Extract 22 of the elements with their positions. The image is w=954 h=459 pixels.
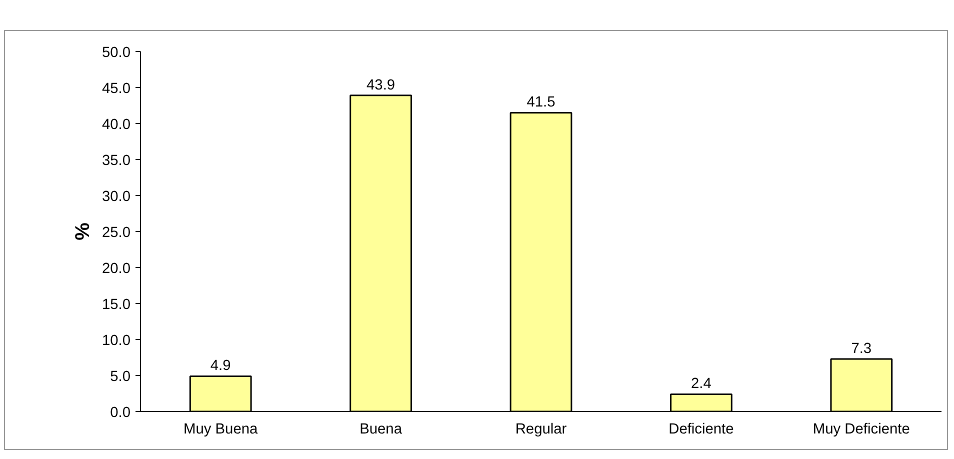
data-label: 7.3: [851, 340, 872, 357]
y-tick-label: 45.0: [102, 81, 131, 97]
x-tick-label: Buena: [360, 422, 403, 438]
data-label: 2.4: [691, 376, 712, 392]
y-tick-label: 0.0: [110, 405, 130, 421]
data-label: 4.9: [210, 358, 231, 374]
y-tick-label: 50.0: [102, 45, 131, 61]
y-tick-label: 5.0: [110, 369, 130, 385]
y-tick-label: 20.0: [102, 261, 131, 277]
y-tick-label: 10.0: [102, 333, 131, 349]
x-tick-label: Muy Buena: [184, 422, 259, 438]
x-tick-label: Deficiente: [668, 422, 734, 438]
data-label: 41.5: [526, 94, 556, 111]
data-label: 43.9: [366, 77, 396, 94]
y-tick-label: 15.0: [102, 297, 131, 313]
y-tick-label: 35.0: [102, 153, 131, 169]
x-tick-label: Regular: [515, 422, 567, 438]
y-tick-label: 40.0: [102, 117, 131, 133]
x-tick-label: Muy Deficiente: [812, 422, 910, 438]
y-tick-label: 30.0: [102, 189, 131, 205]
y-axis-title: %: [72, 222, 94, 240]
y-tick-label: 25.0: [102, 225, 131, 241]
